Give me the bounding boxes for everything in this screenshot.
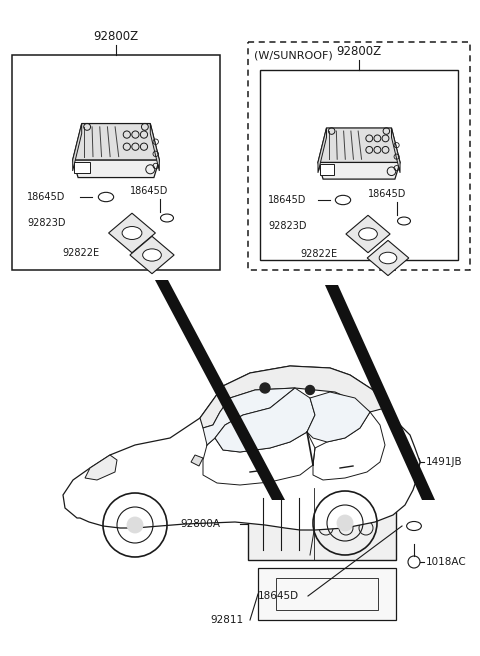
Bar xyxy=(12,55,220,270)
Ellipse shape xyxy=(336,195,351,205)
Bar xyxy=(248,42,470,270)
Polygon shape xyxy=(191,455,203,466)
Ellipse shape xyxy=(98,192,114,201)
Text: 1491JB: 1491JB xyxy=(426,457,463,467)
Text: (W/SUNROOF): (W/SUNROOF) xyxy=(254,51,333,61)
Text: 18645D: 18645D xyxy=(268,195,306,205)
Circle shape xyxy=(337,515,353,531)
Text: 92822E: 92822E xyxy=(62,248,99,258)
Polygon shape xyxy=(72,123,82,171)
Ellipse shape xyxy=(397,217,410,225)
Bar xyxy=(276,578,378,610)
Text: 18645D: 18645D xyxy=(258,591,299,601)
Polygon shape xyxy=(63,366,420,530)
Polygon shape xyxy=(85,455,117,480)
Polygon shape xyxy=(108,213,156,253)
Text: 18645D: 18645D xyxy=(130,186,168,196)
Bar xyxy=(320,165,334,175)
Polygon shape xyxy=(72,123,159,160)
Text: 92823D: 92823D xyxy=(27,218,65,228)
Text: 18645D: 18645D xyxy=(27,192,65,202)
Ellipse shape xyxy=(379,253,397,264)
Ellipse shape xyxy=(143,249,161,261)
Bar xyxy=(74,162,90,173)
Polygon shape xyxy=(72,160,159,178)
Ellipse shape xyxy=(359,228,377,240)
Polygon shape xyxy=(367,240,409,276)
Bar xyxy=(258,568,396,620)
Text: 92800Z: 92800Z xyxy=(94,30,139,43)
Text: 18645D: 18645D xyxy=(368,189,407,199)
Polygon shape xyxy=(203,388,295,445)
Ellipse shape xyxy=(160,214,173,222)
Bar xyxy=(260,70,458,260)
Polygon shape xyxy=(130,236,174,274)
Circle shape xyxy=(260,383,270,393)
Text: 92811: 92811 xyxy=(210,615,243,625)
Polygon shape xyxy=(318,128,326,173)
Circle shape xyxy=(127,517,143,533)
Ellipse shape xyxy=(407,522,421,531)
Bar xyxy=(248,488,396,560)
Polygon shape xyxy=(325,285,435,500)
Polygon shape xyxy=(200,366,385,428)
Polygon shape xyxy=(318,163,400,179)
Text: 92800Z: 92800Z xyxy=(336,45,382,58)
Polygon shape xyxy=(346,215,390,253)
Polygon shape xyxy=(307,392,370,442)
Polygon shape xyxy=(150,123,159,171)
Polygon shape xyxy=(318,128,400,163)
Circle shape xyxy=(305,386,314,394)
Polygon shape xyxy=(215,388,315,452)
Text: 92823D: 92823D xyxy=(268,221,307,231)
Polygon shape xyxy=(155,280,285,500)
Text: 92800A: 92800A xyxy=(180,519,220,529)
Text: 92822E: 92822E xyxy=(300,249,337,259)
Polygon shape xyxy=(392,128,400,173)
Text: 1018AC: 1018AC xyxy=(426,557,467,567)
Ellipse shape xyxy=(122,226,142,239)
